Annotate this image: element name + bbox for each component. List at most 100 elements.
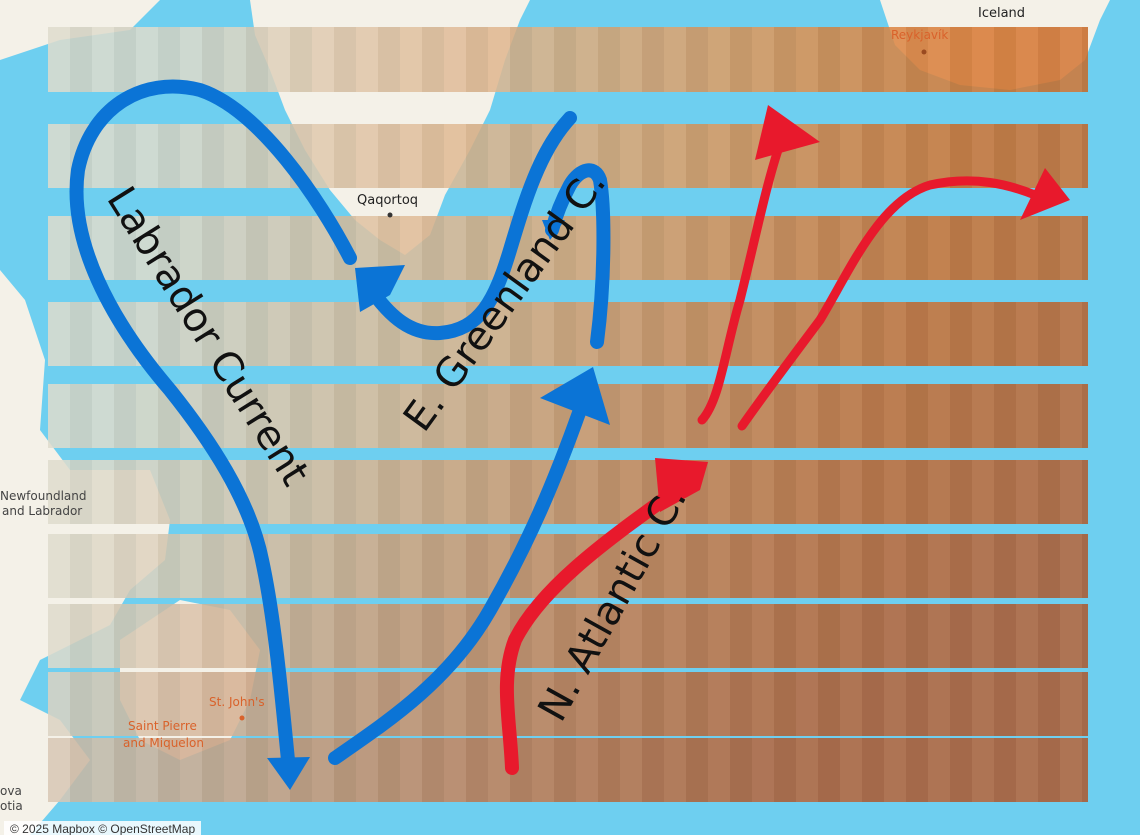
grid-cell [400, 604, 422, 668]
grid-cell [620, 216, 642, 280]
grid-cell [1016, 534, 1038, 598]
grid-cell [422, 460, 444, 524]
grid-cell [774, 460, 796, 524]
grid-cell [1060, 604, 1082, 668]
grid-cell [994, 384, 1016, 448]
grid-cell [1060, 124, 1082, 188]
grid-cell [268, 302, 290, 366]
reykjavik-label: Reykjavík [891, 28, 948, 42]
grid-cell [422, 534, 444, 598]
grid-cell [906, 27, 928, 92]
temperature-grid [48, 27, 1088, 802]
grid-cell [1016, 460, 1038, 524]
grid-cell [158, 672, 180, 736]
grid-cell [70, 672, 92, 736]
grid-cell [554, 216, 576, 280]
grid-cell [92, 27, 114, 92]
grid-cell [884, 27, 906, 92]
grid-cell [686, 384, 708, 448]
place-labels: Iceland Reykjavík Qaqortoq Newfoundland … [0, 6, 1025, 813]
grid-cell [906, 534, 928, 598]
grid-cell [422, 216, 444, 280]
grid-cell [1082, 672, 1088, 736]
grid-cell [158, 460, 180, 524]
grid-cell [862, 384, 884, 448]
grid-cell [488, 384, 510, 448]
grid-cell [1038, 672, 1060, 736]
grid-cell [488, 302, 510, 366]
grid-cell [950, 302, 972, 366]
grid-cell [554, 302, 576, 366]
warm-currents [499, 458, 708, 775]
grid-cell [70, 604, 92, 668]
grid-cell [862, 604, 884, 668]
grid-cell [356, 216, 378, 280]
grid-cell [796, 216, 818, 280]
grid-cell [664, 27, 686, 92]
grid-cell [598, 384, 620, 448]
grid-cell [1016, 672, 1038, 736]
grid-cell [1060, 672, 1082, 736]
grid-cell [136, 604, 158, 668]
grid-cell [620, 302, 642, 366]
grid-cell [1082, 534, 1088, 598]
grid-cell [510, 384, 532, 448]
grid-cell [1016, 27, 1038, 92]
grid-cell [488, 124, 510, 188]
grid-cell [48, 738, 70, 802]
grid-cell [444, 384, 466, 448]
grid-cell [950, 604, 972, 668]
grid-cell [576, 27, 598, 92]
grid-cell [246, 738, 268, 802]
grid-cell [532, 27, 554, 92]
grid-cell [818, 460, 840, 524]
grid-cell [70, 27, 92, 92]
grid-cell [400, 384, 422, 448]
grid-cell [1038, 604, 1060, 668]
grid-cell [400, 534, 422, 598]
grid-cell [708, 460, 730, 524]
grid-cell [928, 302, 950, 366]
grid-cell [1082, 604, 1088, 668]
grid-cell [334, 534, 356, 598]
grid-cell [114, 27, 136, 92]
grid-cell [48, 534, 70, 598]
grid-cell [510, 460, 532, 524]
grid-cell [1038, 302, 1060, 366]
grid-cell [840, 27, 862, 92]
grid-cell [818, 27, 840, 92]
grid-cell [268, 534, 290, 598]
grid-cell [180, 27, 202, 92]
grid-cell [48, 216, 70, 280]
east-greenland-loop-arrowhead [542, 220, 565, 240]
grid-cell [972, 672, 994, 736]
grid-cell [70, 302, 92, 366]
east-greenland-loop-path [545, 163, 611, 349]
grid-cell [48, 124, 70, 188]
grid-cell [906, 124, 928, 188]
grid-cell [774, 604, 796, 668]
grid-cell [532, 672, 554, 736]
grid-cell [246, 672, 268, 736]
grid-cell [598, 672, 620, 736]
grid-cell [950, 738, 972, 802]
grid-cell [774, 27, 796, 92]
grid-cell [950, 460, 972, 524]
grid-cell [114, 738, 136, 802]
grid-cell [994, 534, 1016, 598]
grid-cell [620, 27, 642, 92]
grid-cell [642, 302, 664, 366]
grid-cell [906, 672, 928, 736]
grid-cell [554, 672, 576, 736]
map-attribution[interactable]: © 2025 Mapbox © OpenStreetMap [4, 821, 202, 835]
grid-cell [950, 384, 972, 448]
grid-cell [532, 738, 554, 802]
grid-cell [290, 384, 312, 448]
grid-cell [884, 604, 906, 668]
grid-cell [378, 738, 400, 802]
grid-cell [290, 27, 312, 92]
grid-cell [1060, 216, 1082, 280]
grid-cell [642, 27, 664, 92]
grid-cell [576, 302, 598, 366]
